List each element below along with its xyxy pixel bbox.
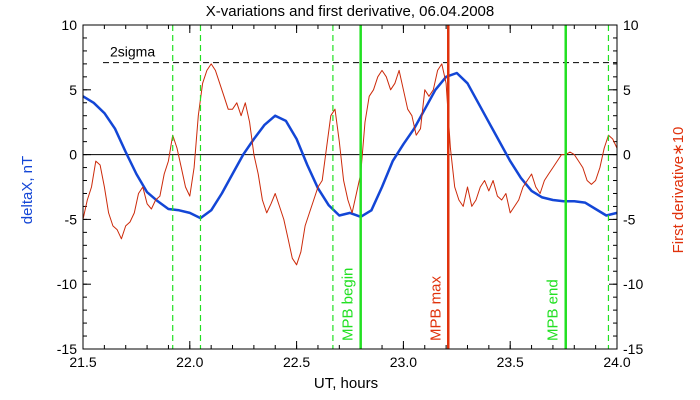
plot-frame	[82, 24, 618, 350]
x-tick-label: 22.0	[176, 354, 203, 370]
y-tick-label-left: -10	[57, 276, 77, 292]
y-tick-label-left: 10	[61, 17, 77, 33]
y-tick-label-left: -5	[65, 211, 78, 227]
x-tick-label: 22.5	[283, 354, 310, 370]
y-tick-label-right: 5	[623, 82, 631, 98]
y-tick-label-right: -15	[623, 341, 643, 357]
y-tick-label-right: -5	[623, 211, 636, 227]
marker-label: MPB max	[427, 275, 444, 341]
y-tick-label-right: 10	[623, 17, 639, 33]
chart-title: X-variations and first derivative, 06.04…	[206, 3, 495, 20]
y-tick-label-left: 5	[69, 82, 77, 98]
x-tick-label: 23.0	[390, 354, 417, 370]
y-axis-label-left: deltaX, nT	[19, 156, 36, 224]
y-tick-label-right: -10	[623, 276, 643, 292]
series-line-derivative	[82, 63, 618, 266]
y-axis-label-right: First derivative∗10	[670, 127, 687, 254]
y-tick-label-left: -15	[57, 341, 77, 357]
marker-label: MPB begin	[340, 268, 357, 341]
x-tick-label: 24.0	[603, 354, 630, 370]
sigma-label: 2sigma	[110, 44, 155, 60]
series-line-deltax	[82, 71, 618, 220]
x-tick-label: 21.5	[69, 354, 96, 370]
x-axis-label: UT, hours	[314, 375, 378, 392]
y-tick-label-left: 0	[69, 147, 77, 163]
marker-label: MPB end	[545, 279, 562, 341]
x-tick-label: 23.5	[497, 354, 524, 370]
y-tick-label-right: 0	[623, 147, 631, 163]
